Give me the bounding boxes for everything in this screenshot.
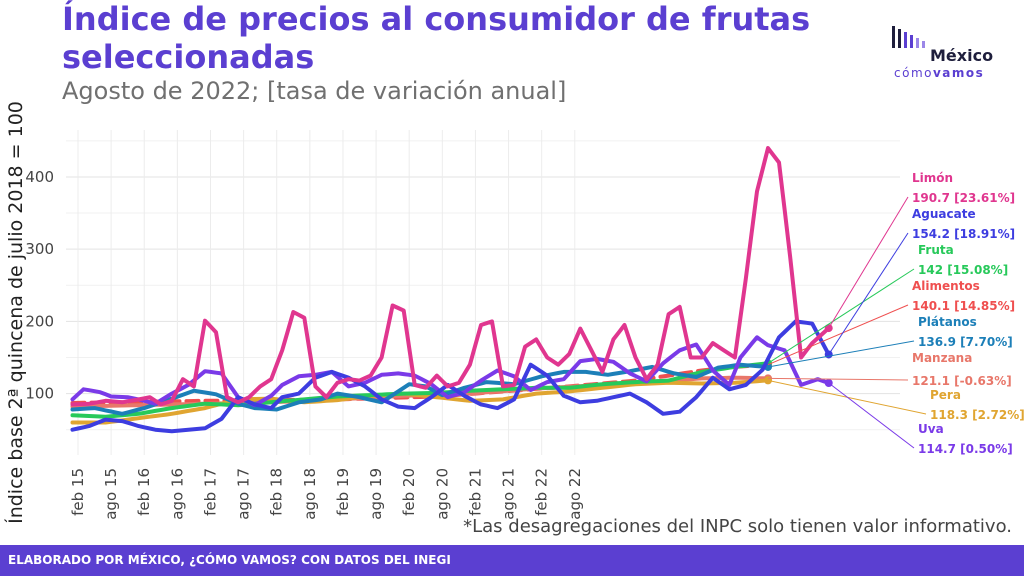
series-value-label: 154.2 [18.91%] [912, 227, 1015, 241]
series-name-label: Fruta [918, 243, 954, 257]
series-name-label: Manzana [912, 351, 972, 365]
x-tick-label: feb 17 [201, 468, 219, 516]
x-tick-label: ago 17 [235, 468, 253, 520]
series-value-label: 142 [15.08%] [918, 263, 1008, 277]
x-tick-label: feb 19 [334, 468, 352, 516]
series-line-limón [70, 146, 831, 407]
x-tick-label: ago 20 [433, 468, 451, 520]
label-leader-line [767, 268, 915, 364]
series-name-label: Aguacate [912, 207, 976, 221]
series-value-label: 190.7 [23.61%] [912, 191, 1015, 205]
series-value-label: 140.1 [14.85%] [912, 299, 1015, 313]
informative-note: *Las desagregaciones del INPC solo tiene… [463, 516, 1012, 537]
end-labels: Alimentos 140.1 [14.85%] Manzana 121.1 [-0.… [767, 171, 1024, 456]
series-name-label: Alimentos [912, 279, 980, 293]
series-name-label: Plátanos [918, 315, 977, 329]
series-group [70, 146, 833, 434]
x-tick-label: feb 20 [400, 468, 418, 516]
x-tick-label: ago 19 [367, 468, 385, 520]
logo-sub-text: cómovamos [894, 66, 985, 80]
series-line-fruta [70, 361, 770, 419]
footer-text: ELABORADO POR MÉXICO, ¿CÓMO VAMOS? CON D… [8, 553, 451, 567]
series-name-label: Pera [930, 388, 961, 402]
label-leader-line [767, 340, 915, 368]
series-value-label: 136.9 [7.70%] [918, 335, 1013, 349]
label-leader-line [828, 232, 909, 355]
x-tick-label: feb 21 [466, 468, 484, 516]
y-tick-label: 400 [25, 168, 54, 186]
y-tick-label: 100 [25, 385, 54, 403]
series-line-pera [70, 378, 770, 425]
x-tick-label: ago 18 [301, 468, 319, 520]
label-leader-line [767, 304, 909, 366]
x-tick-label: feb 15 [69, 468, 87, 516]
series-value-label: 121.1 [-0.63%] [912, 374, 1012, 388]
y-tick-label: 200 [25, 312, 54, 330]
x-tick-label: feb 22 [533, 468, 551, 516]
x-tick-label: ago 15 [102, 468, 120, 520]
page-title: Índice de precios al consumidor de fruta… [62, 0, 811, 76]
series-name-label: Limón [912, 171, 953, 185]
logo-main-text: México [930, 46, 994, 65]
x-tick-label: feb 18 [268, 468, 286, 516]
series-value-label: 118.3 [2.72%] [930, 408, 1024, 422]
page-subtitle: Agosto de 2022; [tasa de variación anual… [62, 77, 567, 105]
y-axis-label: Índice base 2ª quincena de julio 2018 = … [4, 101, 27, 524]
x-tick-label: ago 16 [168, 468, 186, 520]
series-value-label: 114.7 [0.50%] [918, 442, 1013, 456]
y-tick-label: 300 [25, 240, 54, 258]
x-tick-label: feb 16 [135, 468, 153, 516]
x-tick-label: ago 21 [500, 468, 518, 520]
label-leader-line [767, 377, 909, 381]
label-leader-line [828, 382, 915, 449]
label-leader-line [828, 196, 909, 329]
footer-bar: ELABORADO POR MÉXICO, ¿CÓMO VAMOS? CON D… [0, 545, 1024, 576]
logo-bars-icon [892, 26, 925, 48]
mexico-como-vamos-logo: México cómovamos [888, 24, 1013, 84]
x-tick-label: ago 22 [566, 468, 584, 520]
series-name-label: Uva [918, 422, 944, 436]
